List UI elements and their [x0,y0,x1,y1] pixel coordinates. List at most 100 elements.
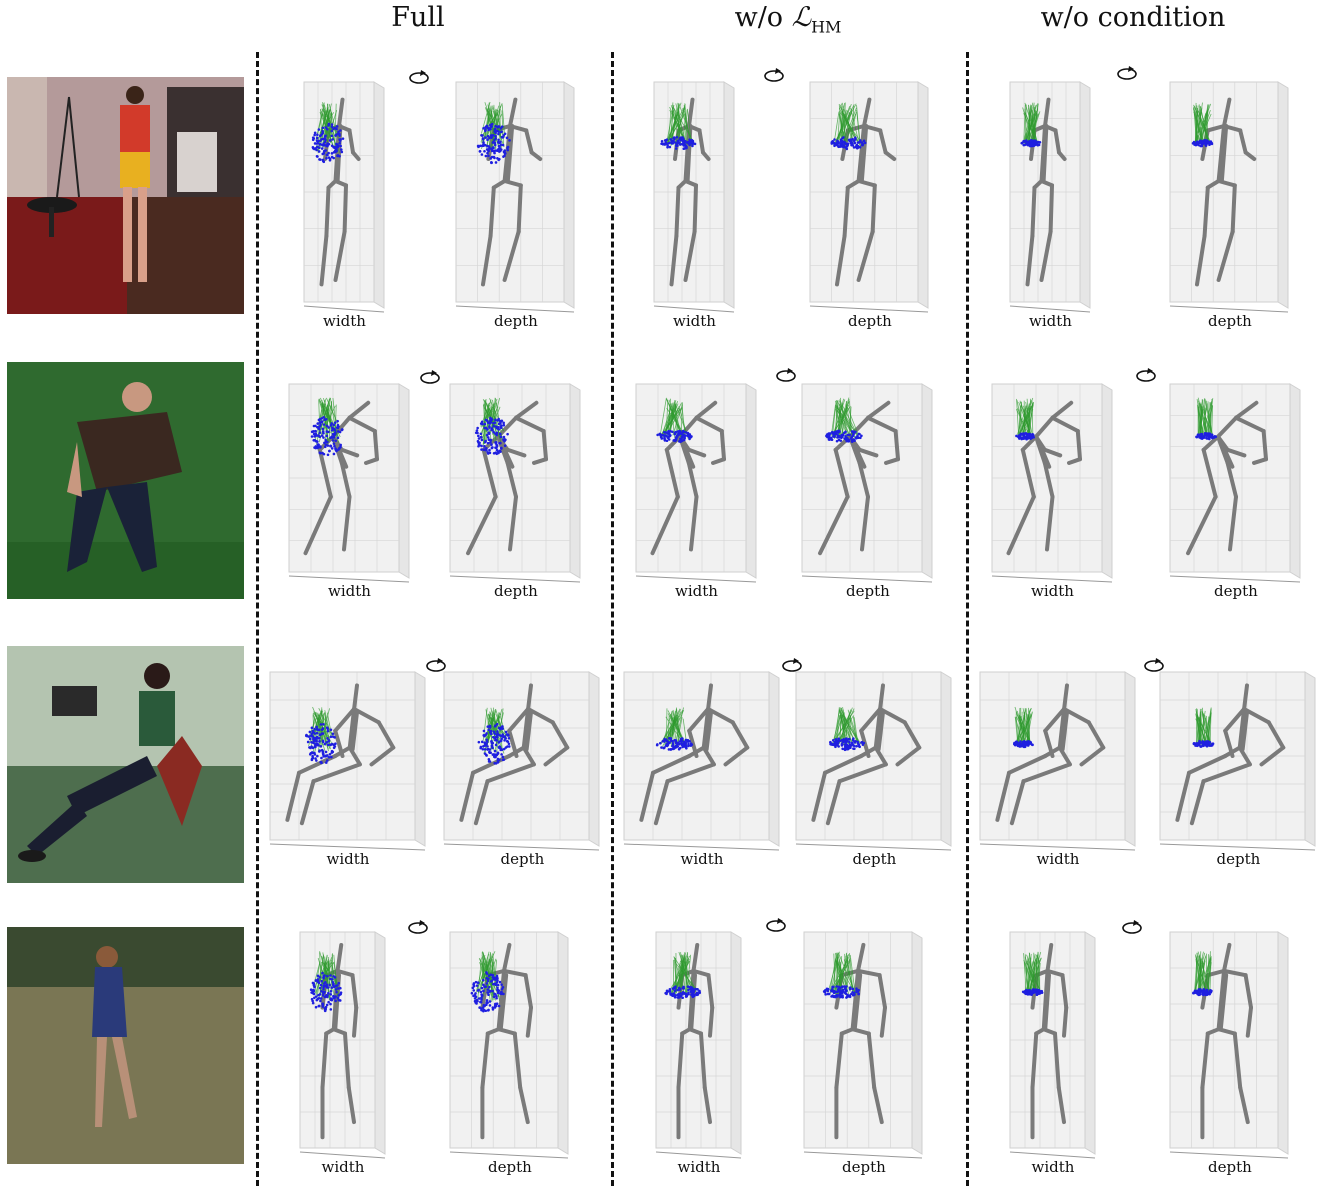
sample-point [339,145,342,148]
sample-point [325,418,328,421]
sample-point [502,993,505,996]
sample-point [677,141,680,144]
sample-point [1214,435,1217,438]
skeleton-bone [1044,126,1047,181]
sample-point [328,143,331,146]
sample-point [315,726,318,729]
sample-point [487,452,490,455]
rotate-icon-r4-cond [1120,918,1144,940]
sample-point [334,429,337,432]
sample-point [477,435,480,438]
sample-point [827,988,830,991]
sample-point [321,972,324,975]
panel-r4-hm-depth-plot [800,928,928,1194]
sample-point [846,744,849,747]
sample-point [1018,434,1021,437]
sample-point [680,438,683,441]
sample-point [491,123,494,126]
sample-point [482,748,485,751]
sample-point [494,984,497,987]
sample-point [319,421,322,424]
sample-point [339,129,342,132]
sample-point [476,984,479,987]
sample-point [326,727,329,730]
sample-point [688,433,691,436]
sample-point [483,150,486,153]
sample-point [490,429,493,432]
sample-point [830,436,833,439]
sample-point [483,1009,486,1012]
sample-point [862,743,865,746]
sample-point [494,125,497,128]
sample-point [329,993,332,996]
panel-r2-hm-width-axis-label: width [675,582,718,600]
skeleton-bone [519,185,521,231]
sample-point [311,751,314,754]
sample-point [329,445,332,448]
panel-r2-hm-depth-axis-label: depth [846,582,890,600]
sample-point [327,454,330,457]
skeleton-bone [722,431,724,459]
sample-point [330,743,333,746]
sample-point [860,741,863,744]
sample-point [679,988,682,991]
sample-point [848,741,851,744]
sample-point [492,146,495,149]
skeleton-bone [345,185,346,231]
sample-point [331,123,334,126]
sample-point [314,433,317,436]
sample-point [336,125,339,128]
sample-point [324,743,327,746]
sample-point [679,747,682,750]
sample-point [1197,434,1200,437]
plot-side-wall [399,384,409,578]
sample-point [489,1000,492,1003]
sample-point [312,989,315,992]
sample-point [319,1000,322,1003]
sample-point [316,145,319,148]
sample-point [475,1002,478,1005]
sample-point [485,985,488,988]
sample-point [340,148,343,151]
sample-point [333,746,336,749]
sample-point [1202,744,1205,747]
sample-point [328,123,331,126]
sample-point [322,142,325,145]
sample-point [481,741,484,744]
sample-point [496,987,499,990]
sample-point [499,450,502,453]
sample-point [831,743,834,746]
sample-point [690,435,693,438]
sample-point [503,424,506,427]
sample-point [311,732,314,735]
skeleton-bone [1051,185,1052,231]
plot-side-wall [1080,82,1090,308]
sample-point [842,136,845,139]
sample-point [487,442,490,445]
panel-r4-cond-depth-plot [1166,928,1294,1194]
sample-point [498,423,501,426]
sample-point [692,995,695,998]
sample-point [1201,435,1204,438]
sample-point [497,130,500,133]
sample-point [1020,438,1023,441]
sample-point [1027,434,1030,437]
sample-point [500,436,503,439]
sample-point [310,741,313,744]
panel-r2-cond-depth-axis-label: depth [1214,582,1258,600]
sample-point [1035,988,1038,991]
sample-point [332,733,335,736]
sample-point [318,150,321,153]
sample-point [504,438,507,441]
sample-point [484,448,487,451]
sample-point [330,728,333,731]
sample-point [685,739,688,742]
sample-point [508,745,511,748]
sample-point [1205,437,1208,440]
sample-point [486,748,489,751]
sample-point [322,755,325,758]
panel-r2-cond-width-axis-label: width [1031,582,1074,600]
sample-point [493,755,496,758]
sample-point [493,130,496,133]
sample-point [673,136,676,139]
